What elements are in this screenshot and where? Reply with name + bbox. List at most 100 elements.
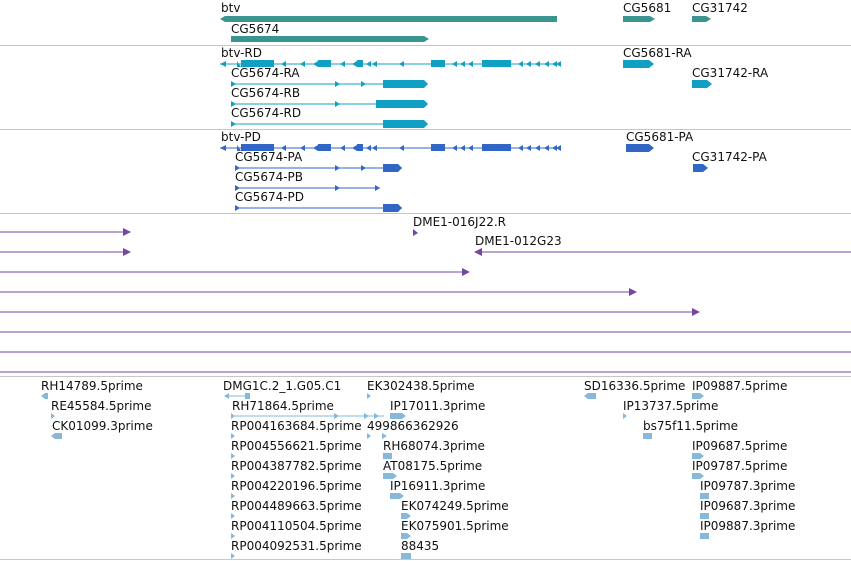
est-label: RP004220196.5prime	[231, 479, 362, 493]
protein-feature[interactable]: CG5681-PA	[626, 130, 694, 152]
est-feature[interactable]: IP09887.5prime	[692, 379, 787, 399]
clone-feature[interactable]: DME1-016J22.R	[413, 215, 506, 236]
gene-feature[interactable]: CG5674	[231, 22, 429, 42]
transcript-track: btv-RD CG5674-RA CG5674-RB CG5674-RD	[220, 46, 769, 128]
gene-track: btv CG5674 CG5681 CG31742	[220, 1, 748, 42]
clone-label: DME1-016J22.R	[413, 215, 506, 229]
transcript-label: CG5674-RA	[231, 66, 300, 80]
est-track: RH14789.5prime RE45584.5prime CK01099.3p…	[41, 379, 795, 559]
est-label: RH68074.3prime	[383, 439, 485, 453]
est-feature[interactable]: RP004220196.5prime	[231, 479, 362, 499]
clone-feature[interactable]: DME1-012G23	[474, 234, 851, 256]
transcript-label: CG31742-RA	[692, 66, 769, 80]
est-feature[interactable]: IP09687.5prime	[692, 439, 787, 459]
protein-label: CG5674-PA	[235, 150, 303, 164]
transcript-label: btv-RD	[221, 46, 262, 60]
est-feature[interactable]: EK075901.5prime	[401, 519, 509, 539]
protein-label: CG31742-PA	[692, 150, 768, 164]
est-feature[interactable]: IP09887.3prime	[700, 519, 795, 539]
est-label: RP004556621.5prime	[231, 439, 362, 453]
est-label: 88435	[401, 539, 439, 553]
est-label: RP004110504.5prime	[231, 519, 362, 533]
est-feature[interactable]: IP17011.3prime	[390, 399, 485, 419]
est-feature[interactable]: DMG1C.2_1.G05.C1	[223, 379, 341, 399]
gene-feature[interactable]: CG31742	[692, 1, 748, 22]
est-feature[interactable]: AT08175.5prime	[383, 459, 482, 479]
est-feature[interactable]: RE45584.5prime	[51, 399, 152, 419]
transcript-feature[interactable]: CG5674-RA	[231, 66, 428, 88]
est-feature[interactable]: IP09787.3prime	[700, 479, 795, 499]
gene-feature[interactable]: btv	[220, 1, 557, 22]
est-label: EK075901.5prime	[401, 519, 509, 533]
clone-feature[interactable]	[0, 248, 131, 256]
clone-feature[interactable]	[0, 308, 700, 316]
est-label: RP004387782.5prime	[231, 459, 362, 473]
protein-label: CG5674-PD	[235, 190, 304, 204]
est-feature[interactable]: IP13737.5prime	[623, 399, 718, 419]
est-feature[interactable]: RP004110504.5prime	[231, 519, 362, 539]
est-label: IP09687.5prime	[692, 439, 787, 453]
transcript-feature[interactable]: CG5674-RB	[231, 86, 428, 108]
est-feature[interactable]: RP004387782.5prime	[231, 459, 362, 479]
est-label: EK074249.5prime	[401, 499, 509, 513]
transcript-label: CG5674-RD	[231, 106, 301, 120]
est-feature[interactable]: 88435	[401, 539, 439, 559]
protein-feature[interactable]: CG5674-PB	[235, 170, 380, 191]
transcript-feature[interactable]: CG5681-RA	[623, 46, 692, 68]
clone-feature[interactable]	[0, 288, 637, 296]
est-feature[interactable]: IP09687.3prime	[700, 499, 795, 519]
est-feature[interactable]: RP004556621.5prime	[231, 439, 362, 459]
protein-label: btv-PD	[221, 130, 261, 144]
protein-feature[interactable]: CG31742-PA	[692, 150, 768, 172]
est-feature[interactable]: 499866362926	[367, 419, 459, 439]
est-feature[interactable]: CK01099.3prime	[51, 419, 153, 439]
est-label: RE45584.5prime	[51, 399, 152, 413]
est-feature[interactable]: SD16336.5prime	[584, 379, 685, 399]
gene-glyph	[692, 16, 711, 22]
est-feature[interactable]: RP004092531.5prime	[231, 539, 362, 559]
est-feature[interactable]: RH14789.5prime	[41, 379, 143, 399]
est-label: bs75f11.5prime	[643, 419, 738, 433]
track-dividers	[0, 45, 851, 560]
est-feature[interactable]: EK074249.5prime	[401, 499, 509, 519]
protein-feature[interactable]: CG5674-PD	[235, 190, 402, 212]
est-label: IP09787.5prime	[692, 459, 787, 473]
est-feature[interactable]: IP16911.3prime	[390, 479, 485, 499]
gene-label: CG5681	[623, 1, 671, 15]
est-feature[interactable]: RH68074.3prime	[383, 439, 485, 459]
est-label: IP09787.3prime	[700, 479, 795, 493]
est-label: DMG1C.2_1.G05.C1	[223, 379, 341, 393]
gene-feature[interactable]: CG5681	[623, 1, 671, 22]
est-feature[interactable]	[232, 413, 384, 419]
est-label: RH14789.5prime	[41, 379, 143, 393]
est-label: IP09687.3prime	[700, 499, 795, 513]
clone-feature[interactable]	[0, 268, 470, 276]
transcript-feature[interactable]: btv-RD	[220, 46, 561, 67]
transcript-feature[interactable]: CG31742-RA	[692, 66, 769, 88]
est-label: SD16336.5prime	[584, 379, 685, 393]
est-label: IP13737.5prime	[623, 399, 718, 413]
est-label: CK01099.3prime	[52, 419, 153, 433]
est-label: 499866362926	[367, 419, 459, 433]
est-feature[interactable]: EK302438.5prime	[367, 379, 475, 399]
transcript-label: CG5674-RB	[231, 86, 300, 100]
est-label: RP004092531.5prime	[231, 539, 362, 553]
est-feature[interactable]: IP09787.5prime	[692, 459, 787, 479]
est-feature[interactable]: RP004489663.5prime	[231, 499, 362, 519]
protein-feature[interactable]: CG5674-PA	[235, 150, 402, 172]
est-label: RH71864.5prime	[232, 399, 334, 413]
gene-glyph	[623, 16, 655, 22]
est-label: IP09887.5prime	[692, 379, 787, 393]
est-label: IP16911.3prime	[390, 479, 485, 493]
clone-feature[interactable]	[0, 228, 131, 236]
gene-label: CG31742	[692, 1, 748, 15]
gene-glyph	[231, 36, 429, 42]
est-feature[interactable]: RP004163684.5prime	[231, 419, 362, 439]
est-label: IP17011.3prime	[390, 399, 485, 413]
transcript-feature[interactable]: CG5674-RD	[231, 106, 428, 128]
est-feature[interactable]: bs75f11.5prime	[643, 419, 738, 439]
est-label: AT08175.5prime	[383, 459, 482, 473]
est-label: RP004489663.5prime	[231, 499, 362, 513]
protein-feature[interactable]: btv-PD	[220, 130, 561, 151]
